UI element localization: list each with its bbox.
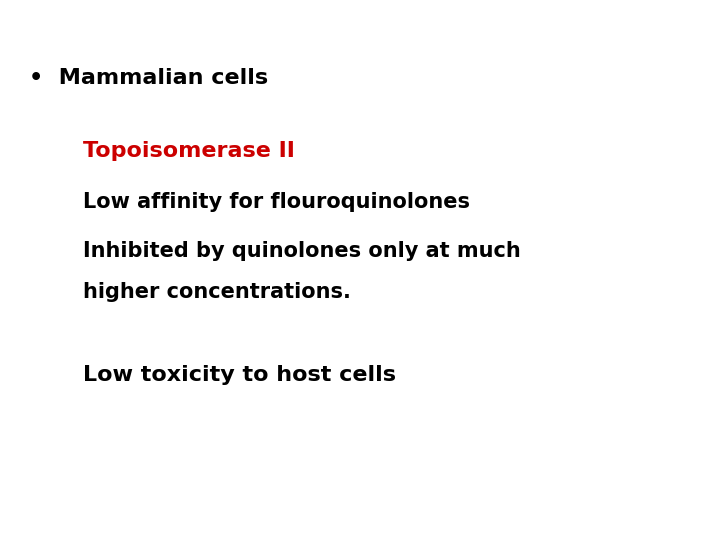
Text: Topoisomerase II: Topoisomerase II	[83, 141, 294, 161]
Text: •  Mammalian cells: • Mammalian cells	[29, 68, 268, 89]
Text: Low affinity for flouroquinolones: Low affinity for flouroquinolones	[83, 192, 470, 213]
Text: Inhibited by quinolones only at much: Inhibited by quinolones only at much	[83, 241, 521, 261]
Text: Low toxicity to host cells: Low toxicity to host cells	[83, 365, 396, 386]
Text: higher concentrations.: higher concentrations.	[83, 281, 351, 302]
